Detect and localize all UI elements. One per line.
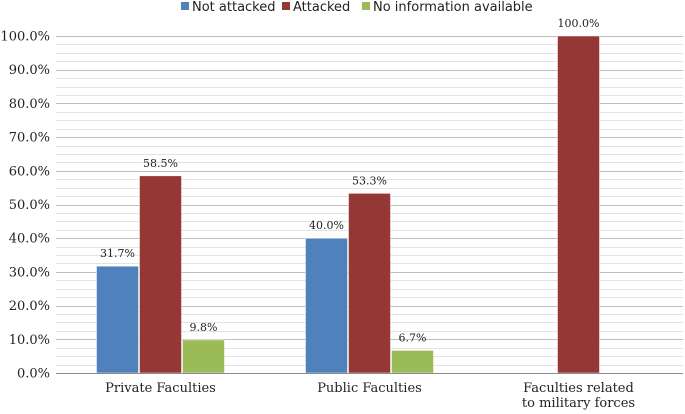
x-category-label: Public Faculties	[317, 381, 422, 396]
x-axis: Private Faculties Public Faculties Faculti…	[56, 373, 683, 411]
y-tick-label: 20.0%	[9, 299, 50, 314]
y-tick-label: 60.0%	[9, 164, 50, 179]
y-tick-label: 90.0%	[9, 63, 50, 78]
y-axis: 0.0% 10.0% 20.0% 30.0% 40.0% 50.0% 60.0% 70.0% 8…	[0, 30, 50, 382]
x-category-label: Faculties related	[523, 381, 634, 396]
y-tick-label: 50.0%	[9, 198, 50, 213]
bars	[96, 35, 600, 374]
data-label: 58.5%	[143, 157, 178, 170]
y-tick-label: 80.0%	[9, 97, 50, 112]
data-label: 31.7%	[100, 247, 135, 260]
bar	[96, 265, 139, 374]
x-category-label: to military forces	[522, 396, 635, 411]
bar	[391, 350, 434, 374]
bar	[305, 237, 348, 374]
y-tick-label: 10.0%	[9, 333, 50, 348]
legend-swatch	[181, 2, 189, 10]
data-label: 6.7%	[399, 331, 427, 344]
y-tick-label: 0.0%	[17, 367, 50, 382]
legend-swatch	[282, 2, 290, 10]
legend-label: Attacked	[293, 0, 350, 15]
bar	[139, 175, 182, 374]
bar	[348, 193, 391, 374]
bar	[182, 339, 225, 374]
bar	[557, 35, 600, 374]
y-tick-label: 70.0%	[9, 131, 50, 146]
data-labels: 31.7% 40.0% 58.5% 53.3% 100.0% 9.8% 6.7%	[100, 17, 599, 344]
data-label: 53.3%	[352, 174, 387, 187]
legend-label: Not attacked	[192, 0, 276, 15]
y-tick-label: 30.0%	[9, 265, 50, 280]
x-category-label: Private Faculties	[105, 381, 216, 396]
data-label: 100.0%	[558, 17, 600, 30]
y-tick-label: 100.0%	[0, 30, 50, 45]
legend: Not attacked Attacked No information avail…	[181, 0, 533, 15]
data-label: 40.0%	[309, 219, 344, 232]
legend-label: No information available	[373, 0, 533, 15]
data-label: 9.8%	[190, 321, 218, 334]
y-tick-label: 40.0%	[9, 232, 50, 247]
legend-swatch	[362, 2, 370, 10]
